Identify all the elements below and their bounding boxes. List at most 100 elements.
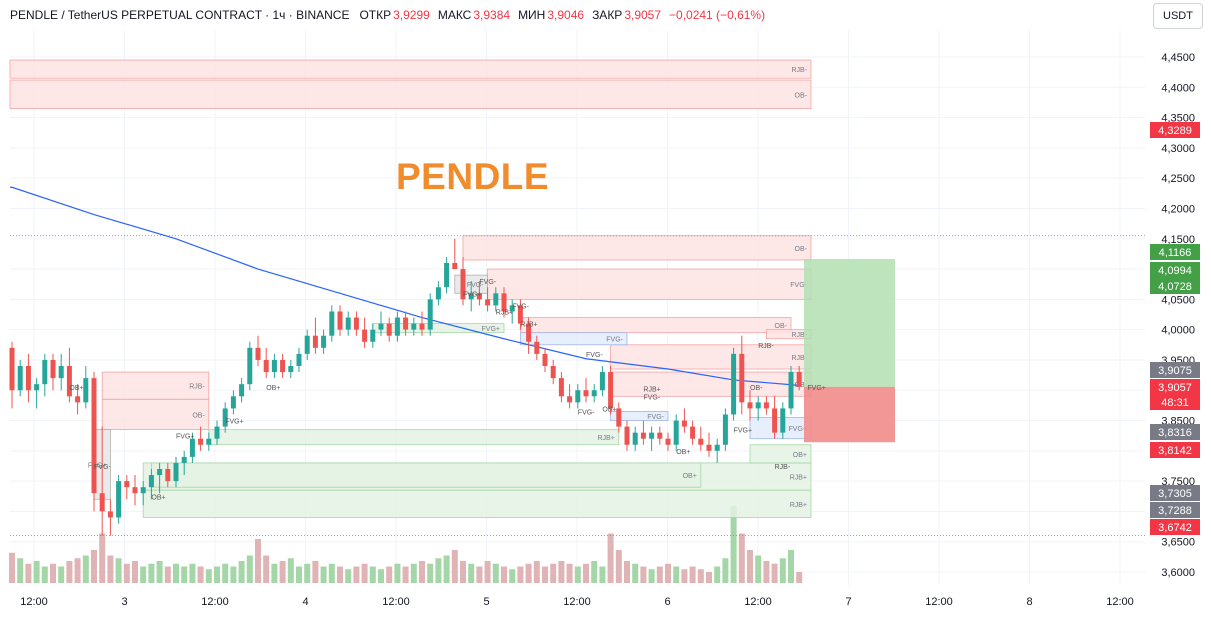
volume-bar — [796, 572, 803, 583]
candle-body — [558, 378, 564, 397]
candle-body — [214, 426, 220, 439]
volume-bar — [197, 566, 204, 583]
volume-bar — [779, 558, 786, 583]
volume-bar — [148, 563, 155, 583]
x-tick-label: 12:00 — [925, 596, 953, 608]
volume-bar — [246, 555, 253, 583]
candle-body — [681, 420, 687, 427]
currency-button[interactable]: USDT — [1153, 3, 1203, 29]
candle-body — [698, 438, 704, 445]
candle-body — [640, 432, 646, 439]
candle-body — [427, 299, 433, 330]
volume-bar — [156, 561, 163, 583]
candle-body — [501, 293, 507, 312]
volume-bar — [394, 563, 401, 583]
volume-bar — [173, 563, 179, 583]
candle-body — [362, 329, 368, 342]
marker-label: OB+ — [602, 406, 616, 413]
candle-body — [772, 408, 778, 433]
candle-body — [157, 469, 163, 476]
y-tick-label: 4,4000 — [1161, 82, 1195, 94]
candle-body — [780, 408, 786, 433]
zone-red — [9, 59, 812, 79]
volume-bar — [107, 555, 114, 583]
volume-bar — [205, 569, 212, 583]
zone-label: RJB- — [791, 355, 807, 362]
zone-green — [150, 462, 702, 488]
volume-bar — [615, 550, 622, 583]
marker-label: RJB- — [775, 464, 791, 471]
price-tags: 4,3289 4,1166 4,0994 4,0728 3,9075 3,9057 3,83… — [1150, 122, 1200, 535]
volume-bar — [771, 563, 778, 583]
volume-bar — [550, 563, 557, 583]
candle-body — [75, 396, 81, 403]
volume-bar — [451, 550, 458, 583]
x-tick-label: 8 — [1026, 596, 1032, 608]
candle-body — [731, 353, 737, 415]
candle-body — [509, 305, 515, 312]
volume-bar — [648, 569, 655, 583]
volume-bar — [599, 566, 606, 583]
candle-body — [394, 317, 400, 336]
zone-label: OB+ — [683, 473, 697, 480]
volume-bar — [443, 555, 450, 583]
candle-body — [739, 353, 745, 403]
zone-red — [520, 317, 792, 334]
price-tag-label: 4,3289 — [1158, 125, 1192, 137]
zone-label: RJB- — [189, 384, 205, 391]
candle-body — [321, 335, 327, 348]
candle-body — [107, 511, 113, 518]
price-tag — [1150, 442, 1200, 458]
volume-bar — [58, 566, 65, 583]
close-label: ЗАКР — [592, 8, 623, 22]
zone-green — [749, 444, 812, 464]
candle-body — [34, 384, 40, 391]
volume-bar — [574, 566, 581, 583]
volume-bar — [501, 566, 507, 583]
price-tag-label: 3,9057 — [1158, 382, 1192, 394]
candle-body — [83, 378, 89, 403]
volume-bar — [386, 566, 393, 583]
candle-body — [230, 396, 236, 409]
volume-bar — [263, 555, 270, 583]
candle-body — [517, 305, 523, 324]
candle-body — [788, 372, 794, 409]
volume-bar — [624, 561, 630, 583]
candle-body — [419, 323, 425, 330]
candle-body — [222, 408, 228, 427]
volume-bar — [665, 563, 671, 583]
candle-body — [189, 438, 195, 457]
marker-label: FVG+ — [807, 385, 825, 392]
zone-red — [101, 398, 210, 431]
volume-bar — [607, 533, 614, 583]
low-value: 3,9046 — [547, 8, 585, 22]
symbol-title[interactable]: PENDLE / TetherUS PERPETUAL CONTRACT · 1… — [10, 8, 350, 22]
candle-body — [747, 402, 753, 409]
zone-red — [487, 268, 812, 300]
volume-bar — [66, 561, 73, 583]
volume-bar — [33, 561, 40, 583]
position-stop-zone — [804, 386, 895, 443]
candle-body — [493, 293, 499, 306]
candle-body — [411, 323, 417, 330]
candle-body — [722, 414, 728, 445]
zones: RJB-OB-RJB-OB-OB-FVG-OB-RJB-OB-RJB-FVG-F… — [9, 59, 812, 518]
price-tag — [1150, 122, 1200, 138]
marker-label: RJB+ — [643, 386, 660, 393]
candle-body — [567, 396, 573, 403]
candle-body — [345, 317, 351, 330]
candle-body — [206, 438, 212, 445]
candle-body — [304, 335, 310, 354]
candle-body — [329, 311, 335, 336]
volume-bar — [189, 563, 196, 583]
volume-bar — [132, 561, 138, 583]
volume-bars — [9, 506, 803, 583]
volume-bar — [353, 566, 360, 583]
change-value: −0,0241 (−0,61%) — [669, 8, 766, 22]
x-tick-label: 5 — [483, 596, 489, 608]
volume-bar — [378, 569, 384, 583]
volume-bar — [99, 533, 106, 583]
price-tag — [1150, 502, 1200, 518]
volume-bar — [730, 506, 737, 583]
